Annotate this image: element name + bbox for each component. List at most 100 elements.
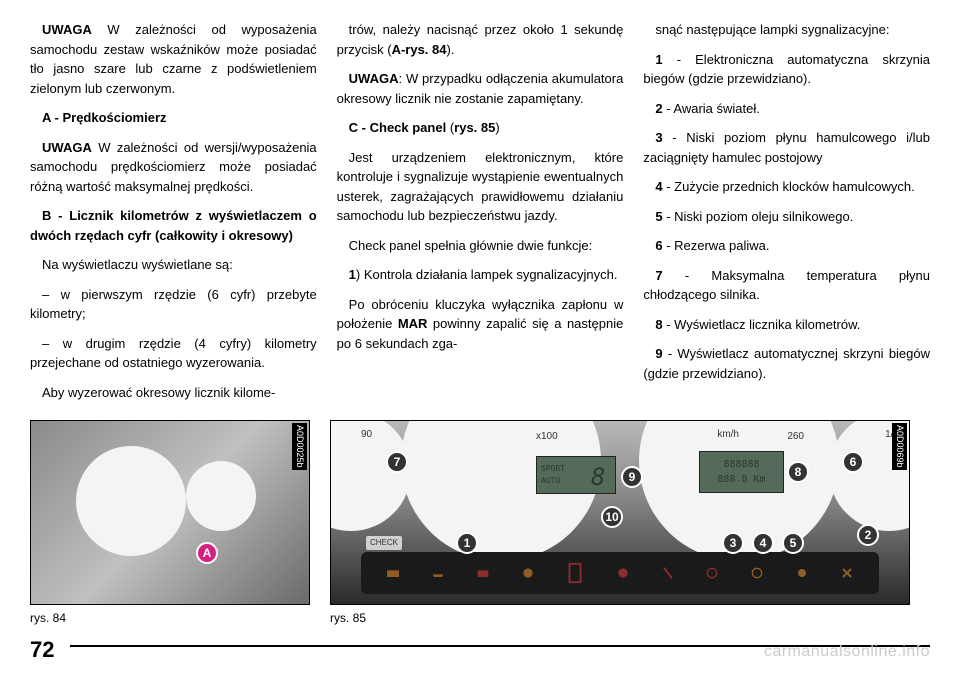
para: 3 - Niski poziom płynu hamulcowego i/lub… [643,128,930,167]
figure-85: 90 x100 km/h 260 1/2 SPORT AUTO 8 888888… [330,420,910,605]
para: – w pierwszym rzędzie (6 cyfr) przebyte … [30,285,317,324]
door-icon [564,559,586,587]
text: - Wyświetlacz automatycznej skrzyni bieg… [643,346,930,381]
figure-code: A0D0069b [892,423,908,470]
list-num: 3 [655,130,662,145]
text-columns: UWAGA W zależności od wyposażenia samoch… [0,0,960,412]
para: Jest urządzeniem elektronicznym, które k… [337,148,624,226]
marker-7: 7 [386,451,408,473]
brake-pad-icon [749,565,765,581]
lcd-gear-num: 8 [591,459,605,495]
figure-row: A A0D0025b rys. 84 90 x100 km/h 260 1/2 … [0,420,960,627]
para: 1 - Elektroniczna automatyczna skrzynia … [643,50,930,89]
text: ) [495,120,499,135]
marker-1: 1 [456,532,478,554]
marker-6: 6 [842,451,864,473]
para: 6 - Rezerwa paliwa. [643,236,930,256]
list-num: 1 [349,267,356,282]
page-number: 72 [30,633,54,666]
heading-b: B - Licznik kilometrów z wyświetlaczem o… [30,206,317,245]
engine-check-icon [520,565,536,581]
marker-5: 5 [782,532,804,554]
para: UWAGA W zależności od wersji/wyposażenia… [30,138,317,197]
scale-x100: x100 [536,429,558,444]
svg-text:!: ! [711,571,713,578]
marker-2: 2 [857,524,879,546]
watermark: carmanualsonline.info [764,640,930,664]
para: 7 - Maksymalna temperatura płynu chłodzą… [643,266,930,305]
fig-ref: rys. 85 [454,120,495,135]
list-num: 4 [655,179,662,194]
marker-9: 9 [621,466,643,488]
seatbelt-icon [660,565,676,581]
para: Aby wyzerować okresowy licznik kilome- [30,383,317,403]
text: - Elektroniczna automatyczna skrzynia bi… [643,52,930,87]
heading-a: A - Prędkościomierz [30,108,317,128]
para: UWAGA: W przypadku odłączenia akumulator… [337,69,624,108]
lcd-odo-trip: 888.8 Km [717,472,765,487]
para: 2 - Awaria świateł. [643,99,930,119]
figure-84-label: rys. 84 [30,609,310,627]
para: Na wyświetlaczu wyświetlane są: [30,255,317,275]
para: 9 - Wyświetlacz automatycznej skrzyni bi… [643,344,930,383]
list-num: 5 [655,209,662,224]
para: 4 - Zużycie przednich klocków hamulcowyc… [643,177,930,197]
speedometer-gauge [76,446,186,556]
uwaga-label: UWAGA [42,22,92,37]
text: ( [446,120,454,135]
figure-85-wrap: 90 x100 km/h 260 1/2 SPORT AUTO 8 888888… [330,420,910,627]
para: 1) Kontrola działania lampek sygnalizacy… [337,265,624,285]
para: 8 - Wyświetlacz licznika kilometrów. [643,315,930,335]
text: - Maksymalna temperatura płynu chłodzące… [643,268,930,303]
service-icon [839,565,855,581]
list-num: 2 [655,101,662,116]
text: ) Kontrola działania lampek sygnalizacyj… [356,267,618,282]
marker-10: 10 [601,506,623,528]
para: snąć następujące lampki sygnalizacyjne: [643,20,930,40]
light-icon [794,565,810,581]
battery-icon [475,565,491,581]
para: 5 - Niski poziom oleju silnikowego. [643,207,930,227]
figure-84: A A0D0025b [30,420,310,605]
para: UWAGA W zależności od wyposażenia samoch… [30,20,317,98]
column-1: UWAGA W zależności od wyposażenia samoch… [30,20,317,412]
figure-85-label: rys. 85 [330,609,910,627]
scale-260: 260 [787,429,804,444]
para: trów, należy nacisnąć przez około 1 seku… [337,20,624,59]
scale-90: 90 [361,427,372,442]
uwaga-label: UWAGA [349,71,399,86]
heading-c: C - Check panel (rys. 85) [337,118,624,138]
airbag-icon [615,565,631,581]
para: – w drugim rzędzie (4 cyfry) kilometry p… [30,334,317,373]
text: - Niski poziom płynu hamulcowego i/lub z… [643,130,930,165]
text: C - Check panel [349,120,447,135]
list-num: 9 [655,346,662,361]
column-2: trów, należy nacisnąć przez około 1 seku… [337,20,624,412]
fig-ref: A-rys. 84 [392,42,447,57]
mar-label: MAR [398,316,428,331]
check-panel-strip: ! [361,552,879,594]
list-num: 6 [655,238,662,253]
marker-4: 4 [752,532,774,554]
engine-icon [385,565,401,581]
brake-icon: ! [704,565,720,581]
list-num: 7 [655,268,662,283]
marker-8: 8 [787,461,809,483]
text: ). [446,42,454,57]
lcd-odo-total: 888888 [723,457,759,472]
marker-3: 3 [722,532,744,554]
oil-icon [430,565,446,581]
text: - Niski poziom oleju silnikowego. [663,209,854,224]
uwaga-label: UWAGA [42,140,92,155]
text: - Awaria świateł. [663,101,760,116]
list-num: 8 [655,317,662,332]
list-num: 1 [655,52,662,67]
figure-code: A0D0025b [292,423,308,470]
para: Check panel spełnia głównie dwie funkcje… [337,236,624,256]
lcd-sport: SPORT [541,463,565,475]
text: - Zużycie przednich klocków hamulcowych. [663,179,915,194]
text: - Rezerwa paliwa. [663,238,770,253]
check-label: CHECK [366,536,402,550]
text: trów, należy nacisnąć przez około 1 seku… [337,22,624,57]
tacho-gauge [186,461,256,531]
